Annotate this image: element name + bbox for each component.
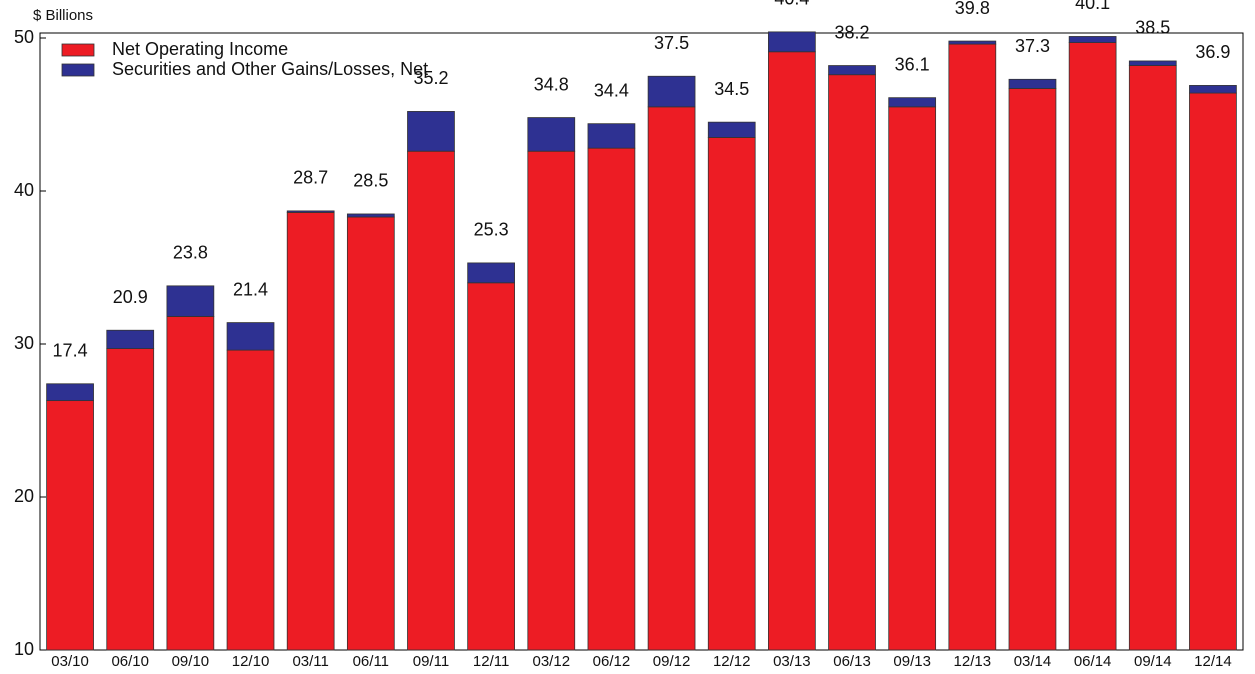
bar-segment <box>106 348 155 651</box>
bar-segment <box>1008 78 1057 89</box>
total-label: 28.7 <box>293 168 328 188</box>
x-tick-label: 06/10 <box>111 653 149 670</box>
bar-segment <box>587 147 636 651</box>
total-label: 28.5 <box>353 171 388 191</box>
bar-segment <box>226 322 275 351</box>
total-label: 37.5 <box>654 33 689 53</box>
total-label: 21.4 <box>233 279 268 299</box>
bar-segment <box>407 111 455 152</box>
bar-segment <box>888 106 937 651</box>
bar-segment <box>1008 88 1057 651</box>
x-tick-label: 06/11 <box>353 653 389 670</box>
bar-segment <box>1068 42 1117 651</box>
x-tick-label: 03/10 <box>51 653 89 670</box>
bar-segment <box>346 213 395 218</box>
total-label: 25.3 <box>474 220 509 240</box>
bar-segment <box>166 316 215 651</box>
y-axis-label: $ Billions <box>33 7 93 24</box>
x-tick-label: 06/12 <box>593 653 631 670</box>
bar-segment <box>1128 65 1177 651</box>
bar-segment <box>647 75 696 108</box>
bar-segment <box>828 74 876 651</box>
total-label: 36.1 <box>895 54 930 74</box>
total-label: 37.3 <box>1015 36 1050 56</box>
bar-segment <box>407 150 455 651</box>
x-tick-label: 06/14 <box>1074 653 1112 670</box>
total-label: 36.9 <box>1195 42 1230 62</box>
bar-segment <box>467 262 515 284</box>
bar-segment <box>286 212 335 651</box>
total-label: 17.4 <box>53 341 88 361</box>
bar-segment <box>286 210 335 213</box>
bar-segment <box>527 150 576 651</box>
x-tick-label: 03/11 <box>292 653 328 670</box>
x-tick-label: 12/14 <box>1194 653 1232 670</box>
legend-swatch <box>61 43 95 57</box>
bar-segment <box>106 329 155 349</box>
total-label: 20.9 <box>113 287 148 307</box>
bar-segment <box>707 137 756 651</box>
bar-segment <box>346 216 395 651</box>
bar-segment <box>948 40 997 45</box>
legend-swatch <box>61 63 95 77</box>
total-label: 38.5 <box>1135 18 1170 38</box>
y-tick-label: 40 <box>14 180 34 200</box>
bar-segment <box>828 65 876 76</box>
bar-segment <box>707 121 756 138</box>
bar-segment <box>587 123 636 149</box>
total-label: 35.2 <box>413 68 448 88</box>
bar-segment <box>647 106 696 651</box>
x-tick-label: 12/12 <box>713 653 751 670</box>
total-label: 40.4 <box>774 0 809 9</box>
total-label: 34.4 <box>594 80 629 100</box>
bar-segment <box>768 51 816 651</box>
bar-segment <box>467 282 515 651</box>
x-tick-label: 03/12 <box>533 653 571 670</box>
bar-segment <box>226 349 275 651</box>
plot-frame <box>39 32 1244 651</box>
legend-label: Securities and Other Gains/Losses, Net <box>112 59 428 79</box>
x-tick-label: 09/10 <box>172 653 210 670</box>
y-tick-label: 10 <box>14 639 34 659</box>
bar-segment <box>1068 36 1117 43</box>
bar-segment <box>1189 85 1237 94</box>
legend-label: Net Operating Income <box>112 39 288 59</box>
bar-segment <box>1128 60 1177 66</box>
y-tick-label: 30 <box>14 333 34 353</box>
x-tick-label: 09/13 <box>893 653 931 670</box>
bar-segment <box>888 97 937 108</box>
bar-segment <box>1189 92 1237 651</box>
bar-segment <box>46 400 94 651</box>
total-label: 38.2 <box>835 22 870 42</box>
total-label: 23.8 <box>173 243 208 263</box>
x-tick-label: 12/13 <box>954 653 992 670</box>
total-label: 34.5 <box>714 79 749 99</box>
total-label: 34.8 <box>534 74 569 94</box>
x-tick-label: 06/13 <box>833 653 871 670</box>
x-tick-label: 03/13 <box>773 653 811 670</box>
total-label: 39.8 <box>955 0 990 18</box>
x-tick-label: 03/14 <box>1014 653 1052 670</box>
x-tick-label: 09/14 <box>1134 653 1172 670</box>
x-tick-label: 12/10 <box>232 653 270 670</box>
x-tick-label: 09/12 <box>653 653 691 670</box>
bar-segment <box>948 43 997 651</box>
bar-segment <box>527 117 576 152</box>
bar-segment <box>46 383 94 402</box>
y-tick-label: 50 <box>14 27 34 47</box>
x-tick-label: 12/11 <box>473 653 509 670</box>
x-tick-label: 09/11 <box>413 653 449 670</box>
y-tick-label: 20 <box>14 486 34 506</box>
bar-segment <box>768 31 816 53</box>
bar-segment <box>166 285 215 317</box>
total-label: 40.1 <box>1075 0 1110 13</box>
